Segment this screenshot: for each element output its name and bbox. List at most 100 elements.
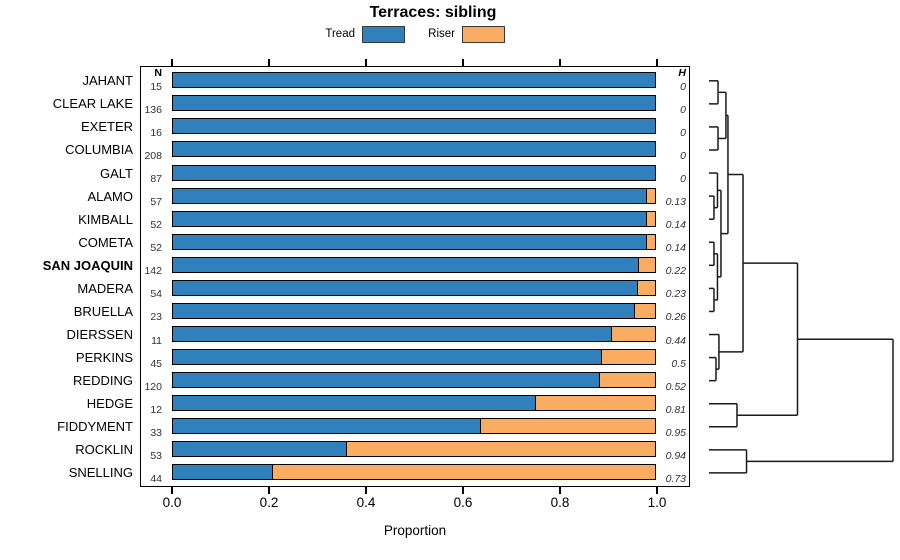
riser-segment — [635, 303, 655, 318]
category-label: MADERA — [77, 280, 133, 296]
tread-segment — [173, 280, 639, 295]
bar — [172, 233, 656, 250]
chart-title: Terraces: sibling — [369, 4, 497, 21]
n-value: 15 — [150, 81, 162, 94]
riser-segment — [646, 234, 655, 249]
category-label: EXETER — [80, 119, 133, 135]
bar — [172, 349, 656, 366]
x-tick-mark-top — [365, 59, 367, 66]
bar — [172, 279, 656, 296]
tread-segment — [173, 327, 613, 342]
n-value: 52 — [150, 219, 162, 232]
category-label: SNELLING — [68, 465, 133, 481]
tread-segment — [173, 465, 273, 480]
tread-segment — [173, 234, 647, 249]
riser-segment — [535, 396, 655, 411]
category-label: REDDING — [73, 373, 133, 389]
bar — [172, 464, 656, 481]
h-value: 0.73 — [665, 472, 686, 485]
category-label: FIDDYMENT — [57, 419, 133, 435]
h-value: 0.13 — [665, 196, 686, 209]
category-label: KIMBALL — [78, 211, 133, 227]
n-value: 208 — [144, 149, 162, 162]
tread-segment — [173, 303, 636, 318]
bar — [172, 72, 656, 89]
x-tick-mark — [656, 487, 658, 494]
n-value: 23 — [150, 311, 162, 324]
tread-segment — [173, 96, 655, 111]
x-tick-label: 0.6 — [453, 495, 473, 510]
n-value: 53 — [150, 449, 162, 462]
x-tick-mark-top — [559, 59, 561, 66]
bar — [172, 302, 656, 319]
tread-segment — [173, 396, 536, 411]
h-value: 0.94 — [665, 449, 686, 462]
category-label: DIERSSEN — [66, 327, 133, 343]
n-value: 136 — [144, 103, 162, 116]
riser-segment — [346, 442, 655, 457]
riser-segment — [599, 373, 655, 388]
x-tick-label: 0.4 — [356, 495, 376, 510]
legend-swatch-riser — [462, 26, 505, 43]
bar — [172, 441, 656, 458]
tread-segment — [173, 142, 655, 157]
bar — [172, 210, 656, 227]
n-value: 57 — [150, 196, 162, 209]
h-value: 0.26 — [665, 311, 686, 324]
h-value: 0.14 — [665, 219, 686, 232]
h-value: 0 — [680, 126, 686, 139]
category-label: BRUELLA — [73, 303, 133, 319]
x-tick-label: 0.0 — [162, 495, 182, 510]
riser-segment — [612, 327, 655, 342]
x-tick-mark — [462, 487, 464, 494]
h-value: 0 — [680, 103, 686, 116]
x-tick-mark — [268, 487, 270, 494]
h-column-header: H — [678, 67, 686, 80]
n-value: 16 — [150, 126, 162, 139]
bar — [172, 187, 656, 204]
category-label: ROCKLIN — [75, 442, 133, 458]
n-value: 142 — [144, 265, 162, 278]
x-tick-mark — [365, 487, 367, 494]
n-value: 11 — [151, 334, 162, 347]
tread-segment — [173, 119, 655, 134]
h-value: 0.14 — [665, 242, 686, 255]
n-value: 87 — [150, 173, 162, 186]
category-label: JAHANT — [82, 73, 133, 89]
tread-segment — [173, 165, 655, 180]
riser-segment — [646, 211, 655, 226]
category-label: COLUMBIA — [65, 142, 133, 158]
tread-segment — [173, 442, 347, 457]
bar — [172, 118, 656, 135]
x-tick-mark-top — [268, 59, 270, 66]
tread-segment — [173, 350, 603, 365]
x-tick-mark-top — [462, 59, 464, 66]
x-axis-title: Proportion — [383, 523, 447, 538]
riser-segment — [602, 350, 655, 365]
category-label: HEDGE — [86, 396, 133, 412]
n-column-header: N — [154, 67, 162, 80]
bar — [172, 256, 656, 273]
tread-segment — [173, 373, 600, 388]
n-value: 52 — [150, 242, 162, 255]
x-tick-mark-top — [171, 59, 173, 66]
h-value: 0.95 — [665, 426, 686, 439]
x-tick-label: 0.2 — [259, 495, 279, 510]
h-value: 0 — [680, 173, 686, 186]
bar — [172, 95, 656, 112]
h-value: 0 — [680, 149, 686, 162]
h-value: 0.22 — [665, 265, 686, 278]
riser-segment — [480, 419, 655, 434]
category-label: COMETA — [78, 234, 133, 250]
riser-segment — [639, 257, 655, 272]
riser-segment — [638, 280, 655, 295]
bar — [172, 326, 656, 343]
tread-segment — [173, 419, 481, 434]
n-value: 12 — [150, 403, 162, 416]
category-label: ALAMO — [87, 188, 133, 204]
n-value: 54 — [150, 288, 162, 301]
bar — [172, 418, 656, 435]
x-tick-mark-top — [656, 59, 658, 66]
legend-swatch-tread — [362, 26, 405, 43]
x-tick-mark — [559, 487, 561, 494]
